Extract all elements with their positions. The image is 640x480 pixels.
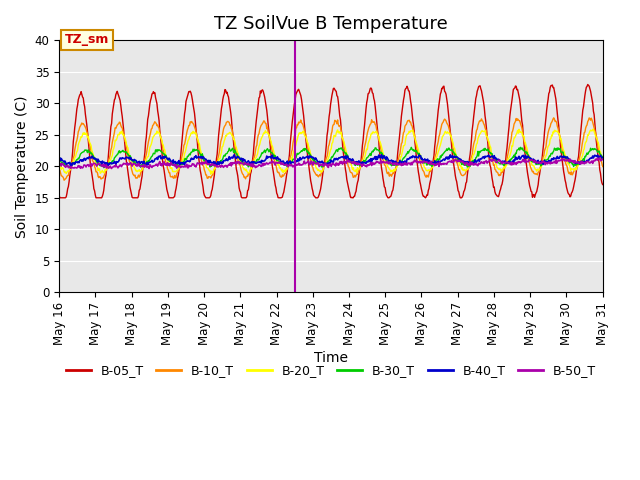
B-50_T <box>595 156 603 161</box>
B-20_T <box>119 132 127 138</box>
B-20_T <box>267 138 275 144</box>
B-30_T <box>599 154 607 159</box>
Line: B-05_T: B-05_T <box>59 84 603 198</box>
B-05_T <box>246 171 254 177</box>
B-20_T <box>599 156 607 161</box>
B-10_T <box>388 173 396 179</box>
B-40_T <box>55 156 63 162</box>
Line: B-20_T: B-20_T <box>59 129 603 174</box>
B-50_T <box>119 161 127 167</box>
B-50_T <box>145 166 153 171</box>
B-20_T <box>246 167 254 172</box>
B-05_T <box>388 192 396 197</box>
B-10_T <box>60 177 68 183</box>
B-20_T <box>388 168 396 173</box>
X-axis label: Time: Time <box>314 351 348 365</box>
B-05_T <box>599 181 607 187</box>
B-40_T <box>246 161 254 167</box>
B-30_T <box>55 155 63 161</box>
B-30_T <box>120 149 127 155</box>
B-20_T <box>55 158 63 164</box>
Line: B-50_T: B-50_T <box>59 158 603 168</box>
B-20_T <box>418 158 426 164</box>
B-05_T <box>55 192 63 198</box>
B-50_T <box>55 162 63 168</box>
B-50_T <box>418 159 426 165</box>
B-50_T <box>599 156 607 162</box>
B-40_T <box>120 156 127 161</box>
B-10_T <box>267 140 275 146</box>
B-05_T <box>267 152 275 157</box>
Line: B-40_T: B-40_T <box>59 155 603 166</box>
B-10_T <box>550 115 557 120</box>
B-20_T <box>207 171 214 177</box>
B-30_T <box>267 150 275 156</box>
B-20_T <box>515 126 523 132</box>
B-40_T <box>388 158 396 164</box>
B-30_T <box>100 165 108 170</box>
B-50_T <box>246 161 254 167</box>
B-05_T <box>418 189 426 194</box>
Line: B-30_T: B-30_T <box>59 147 603 168</box>
Legend: B-05_T, B-10_T, B-20_T, B-30_T, B-40_T, B-50_T: B-05_T, B-10_T, B-20_T, B-30_T, B-40_T, … <box>61 359 601 382</box>
B-30_T <box>220 154 227 159</box>
B-05_T <box>56 195 64 201</box>
B-10_T <box>599 164 607 169</box>
B-10_T <box>220 126 227 132</box>
Y-axis label: Soil Temperature (C): Soil Temperature (C) <box>15 95 29 238</box>
B-05_T <box>220 93 227 99</box>
B-40_T <box>599 155 607 161</box>
B-30_T <box>408 144 415 150</box>
B-20_T <box>220 141 227 146</box>
B-30_T <box>419 157 426 163</box>
B-50_T <box>388 161 396 167</box>
B-05_T <box>584 82 591 87</box>
B-10_T <box>55 168 63 173</box>
Line: B-10_T: B-10_T <box>59 118 603 180</box>
B-10_T <box>246 167 254 173</box>
B-40_T <box>378 152 385 158</box>
B-50_T <box>267 160 275 166</box>
B-50_T <box>220 165 227 170</box>
B-30_T <box>246 160 254 166</box>
B-40_T <box>267 155 275 161</box>
B-30_T <box>388 163 396 168</box>
B-10_T <box>120 130 127 136</box>
B-40_T <box>220 158 227 164</box>
B-40_T <box>419 157 426 163</box>
B-05_T <box>120 127 127 132</box>
Title: TZ SoilVue B Temperature: TZ SoilVue B Temperature <box>214 15 448 33</box>
B-40_T <box>104 163 112 168</box>
B-10_T <box>418 165 426 171</box>
Text: TZ_sm: TZ_sm <box>65 33 109 46</box>
